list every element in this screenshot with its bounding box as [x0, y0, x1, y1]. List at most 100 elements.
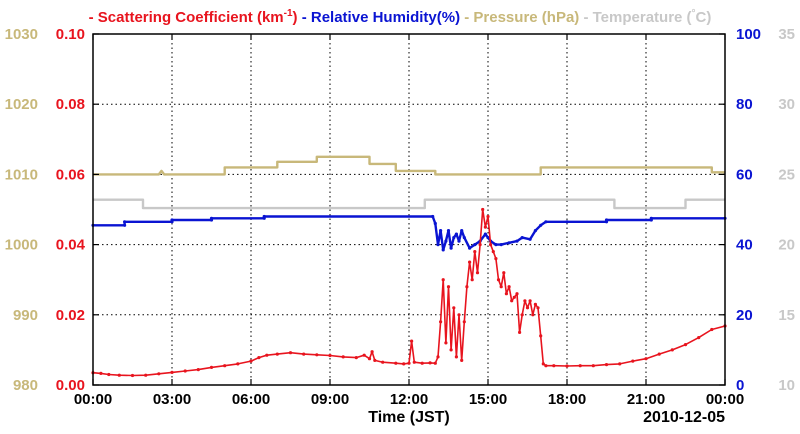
- data-point-scattering: [370, 350, 374, 354]
- series-line-pressure: [93, 155, 725, 176]
- data-point-humidity: [431, 214, 435, 219]
- data-point-scattering: [644, 357, 648, 361]
- data-point-scattering: [618, 362, 622, 366]
- legend-suffix: C): [696, 9, 712, 26]
- legend-item-temperature: - Temperature (: [579, 9, 691, 26]
- date-label: 2010-12-05: [643, 409, 725, 426]
- series-line-scattering: [92, 208, 726, 377]
- data-point-scattering: [449, 348, 453, 352]
- data-point-scattering: [507, 285, 511, 289]
- data-point-humidity: [123, 220, 127, 224]
- y-tick-label-pressure: 980: [13, 377, 38, 394]
- data-point-humidity: [209, 216, 214, 220]
- data-point-scattering: [441, 278, 445, 282]
- data-point-humidity: [444, 239, 448, 243]
- y-tick-label-humidity: 20: [736, 307, 753, 324]
- axes-layer: 98099010001010102010300.000.020.040.060.…: [5, 26, 795, 408]
- data-point-scattering: [520, 313, 524, 317]
- data-point-scattering: [452, 306, 456, 310]
- x-tick-label: 03:00: [153, 391, 191, 408]
- y-tick-label-pressure: 1030: [5, 26, 38, 43]
- data-point-scattering: [117, 373, 121, 377]
- y-tick-label-scattering: 0.04: [56, 237, 86, 254]
- data-point-scattering: [499, 285, 503, 289]
- data-point-scattering: [528, 299, 532, 303]
- data-point-humidity: [483, 232, 487, 236]
- data-point-scattering: [473, 250, 477, 254]
- y-tick-label-scattering: 0.08: [56, 96, 85, 113]
- x-tick-label: 00:00: [74, 391, 112, 408]
- data-point-scattering: [394, 361, 398, 365]
- y-tick-label-temperature: 20: [778, 237, 795, 254]
- data-point-scattering: [470, 278, 474, 282]
- data-point-scattering: [362, 353, 366, 357]
- data-point-scattering: [412, 360, 416, 364]
- y-tick-label-temperature: 10: [778, 377, 795, 394]
- y-tick-label-scattering: 0.06: [56, 166, 85, 183]
- data-point-humidity: [544, 220, 548, 224]
- data-point-humidity: [533, 229, 538, 233]
- data-point-scattering: [591, 364, 595, 368]
- data-point-scattering: [433, 361, 437, 365]
- data-point-scattering: [478, 243, 482, 247]
- data-point-scattering: [502, 271, 506, 275]
- data-point-scattering: [209, 365, 214, 369]
- data-point-scattering: [489, 243, 493, 247]
- data-point-scattering: [157, 372, 161, 376]
- data-point-scattering: [196, 368, 200, 372]
- data-point-scattering: [533, 302, 538, 306]
- data-point-scattering: [381, 360, 385, 364]
- y-tick-label-humidity: 40: [736, 237, 753, 254]
- data-point-scattering: [354, 356, 358, 360]
- data-point-humidity: [565, 220, 569, 224]
- data-point-scattering: [481, 207, 485, 212]
- data-point-scattering: [460, 358, 464, 362]
- data-point-scattering: [475, 271, 480, 275]
- data-point-scattering: [328, 353, 332, 358]
- data-point-scattering: [631, 359, 635, 363]
- data-point-humidity: [460, 229, 464, 233]
- data-point-scattering: [465, 285, 469, 289]
- data-point-scattering: [428, 361, 432, 365]
- y-tick-label-humidity: 80: [736, 96, 753, 113]
- data-point-scattering: [439, 320, 443, 324]
- data-point-scattering: [604, 363, 609, 367]
- data-point-scattering: [523, 299, 527, 303]
- y-tick-label-scattering: 0.10: [56, 26, 85, 43]
- y-tick-label-pressure: 990: [13, 307, 38, 324]
- data-point-scattering: [257, 356, 261, 360]
- data-point-scattering: [683, 343, 688, 347]
- data-point-scattering: [436, 355, 440, 359]
- data-point-scattering: [236, 362, 240, 366]
- data-point-scattering: [315, 353, 319, 357]
- data-point-scattering: [512, 295, 516, 299]
- data-point-humidity: [468, 246, 472, 250]
- y-tick-label-humidity: 100: [736, 26, 761, 43]
- data-point-scattering: [420, 361, 424, 365]
- data-point-scattering: [170, 370, 174, 374]
- data-point-humidity: [649, 216, 653, 220]
- data-point-humidity: [262, 214, 266, 219]
- data-point-scattering: [402, 362, 406, 366]
- data-point-humidity: [507, 241, 511, 245]
- data-point-humidity: [433, 221, 437, 226]
- data-point-humidity: [457, 239, 461, 243]
- data-point-scattering: [107, 372, 111, 377]
- y-tick-label-humidity: 60: [736, 166, 753, 183]
- data-point-scattering: [183, 369, 187, 373]
- data-point-scattering: [483, 225, 487, 229]
- y-tick-label-pressure: 1000: [5, 237, 38, 254]
- data-point-scattering: [565, 364, 569, 368]
- data-point-scattering: [275, 352, 279, 356]
- legend-superscript: -1: [284, 8, 293, 19]
- data-point-humidity: [473, 243, 477, 247]
- data-point-scattering: [373, 358, 377, 362]
- y-tick-label-temperature: 25: [778, 166, 795, 183]
- data-point-scattering: [494, 257, 498, 261]
- data-point-scattering: [130, 373, 135, 378]
- data-point-scattering: [407, 361, 411, 365]
- legend-item-pressure: - Pressure (hPa): [460, 9, 579, 26]
- legend-superscript: °: [692, 8, 696, 19]
- legend: - Scattering Coefficient (km-1) - Relati…: [89, 8, 712, 26]
